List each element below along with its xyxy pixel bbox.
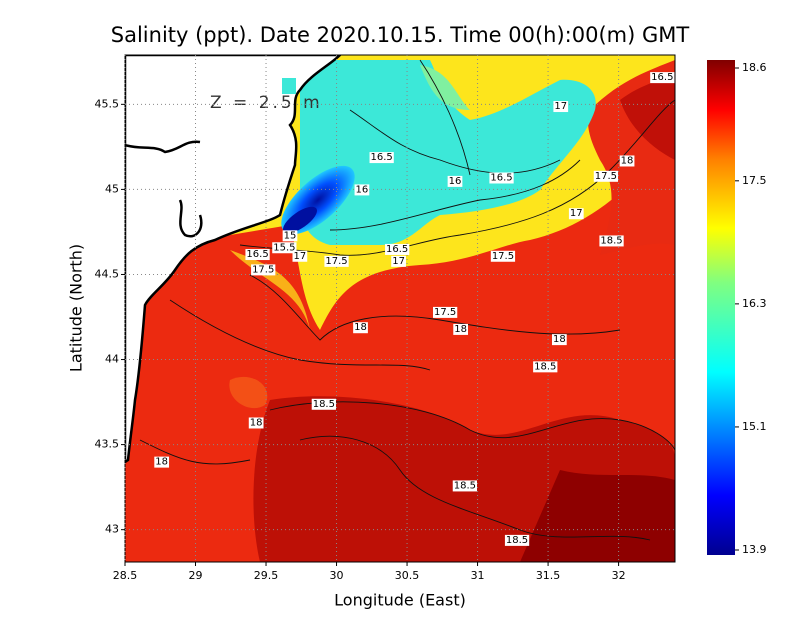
- colorbar-tick-label: 17.5: [742, 174, 767, 187]
- y-tick-label: 44.5: [95, 267, 120, 280]
- x-tick-label: 31: [471, 569, 485, 582]
- contour-label-box: [568, 208, 584, 220]
- contour-label-box: [353, 322, 368, 334]
- contour-label-box: [369, 152, 394, 164]
- contour-label: 18.5: [600, 235, 622, 246]
- contour-label-box: [504, 534, 530, 546]
- x-tick-label: 32: [612, 569, 626, 582]
- contour-label-box: [432, 306, 458, 318]
- contour-label: 18: [354, 322, 367, 333]
- contour-label-box: [453, 323, 469, 335]
- y-tick-label: 44: [105, 353, 119, 366]
- contour-label: 16.5: [651, 72, 673, 83]
- contour-label-box: [324, 255, 349, 267]
- contour-label-box: [447, 175, 463, 187]
- contour-label-box: [490, 250, 516, 262]
- contour-label-box: [619, 155, 635, 167]
- contour-label: 18: [553, 334, 566, 345]
- contour-label-box: [245, 249, 270, 261]
- contour-label-box: [272, 242, 297, 254]
- x-tick-label: 31.5: [536, 569, 561, 582]
- contour-label: 15.5: [273, 242, 295, 253]
- contour-label: 17: [554, 101, 567, 112]
- contour-label: 17: [570, 208, 583, 219]
- contour-label-box: [553, 101, 569, 113]
- x-tick-label: 29: [189, 569, 203, 582]
- contour-label-box: [650, 72, 675, 84]
- contour-label-box: [311, 398, 336, 410]
- x-tick-label: 30.5: [395, 569, 420, 582]
- contour-label: 17: [294, 251, 307, 262]
- colorbar-tick-label: 18.6: [742, 61, 767, 74]
- contour-label-box: [354, 184, 370, 196]
- x-axis-label: Longitude (East): [334, 591, 466, 610]
- contour-label: 18.5: [313, 399, 335, 410]
- contour-label-box: [551, 334, 567, 346]
- contour-label: 16.5: [371, 152, 393, 163]
- x-tick-label: 28.5: [113, 569, 138, 582]
- contour-label: 16: [449, 176, 462, 187]
- contour-label-box: [452, 480, 478, 492]
- contour-label: 18.5: [506, 535, 528, 546]
- contour-label-box: [251, 264, 276, 276]
- contour-label: 17.5: [325, 256, 347, 267]
- annotations: 28.5 29 29.5 30 30.5 31 31.5 32 43 43.5 44 44.5 45 45…: [95, 55, 767, 582]
- contour-label: 15: [284, 230, 297, 241]
- y-tick-label: 43.5: [95, 438, 120, 451]
- contour-label: 16.5: [246, 249, 268, 260]
- y-axis-label: Latitude (North): [67, 244, 86, 372]
- colorbar-tick-label: 15.1: [742, 420, 767, 433]
- y-tick-label: 43: [105, 523, 119, 536]
- contour-label: 17.5: [252, 264, 274, 275]
- contour-label-box: [282, 230, 298, 242]
- contour-label: 17.5: [595, 171, 617, 182]
- contour-label-box: [292, 250, 308, 262]
- colorbar-tick-label: 13.9: [742, 543, 767, 556]
- contour-label: 17: [392, 256, 405, 267]
- contour-label-box: [385, 243, 410, 255]
- colorbar-tick-label: 16.3: [742, 297, 767, 310]
- contour-label: 16.5: [490, 172, 512, 183]
- plot-frame: [124, 54, 676, 563]
- y-tick-label: 45: [105, 182, 119, 195]
- chart-title: Salinity (ppt). Date 2020.10.15. Time 00…: [111, 23, 690, 47]
- salinity-field: [125, 55, 675, 562]
- contour-label: 16: [356, 184, 369, 195]
- contour-label-box: [599, 235, 624, 247]
- contour-label: 18: [250, 417, 263, 428]
- contour-label-box: [489, 172, 514, 184]
- contour-label-box: [248, 417, 264, 429]
- contour-label: 18.5: [454, 480, 476, 491]
- x-tick-label: 29.5: [254, 569, 279, 582]
- contour-label: 17.5: [434, 307, 456, 318]
- contour-label: 17.5: [492, 251, 514, 262]
- contour-label: 16.5: [386, 244, 408, 255]
- colorbar: [707, 60, 735, 555]
- contour-label-box: [154, 456, 170, 468]
- depth-annotation: Z = 2.5 m: [210, 93, 323, 113]
- contour-label-box: [391, 255, 406, 267]
- contour-label-box: [593, 170, 619, 182]
- contour-label: 18: [155, 457, 168, 468]
- contour-label: 18.5: [534, 361, 556, 372]
- contour-label: 18: [621, 155, 634, 166]
- contour-label: 18: [454, 324, 467, 335]
- x-tick-label: 30: [330, 569, 344, 582]
- y-tick-label: 45.5: [95, 97, 120, 110]
- contour-label-box: [533, 361, 558, 373]
